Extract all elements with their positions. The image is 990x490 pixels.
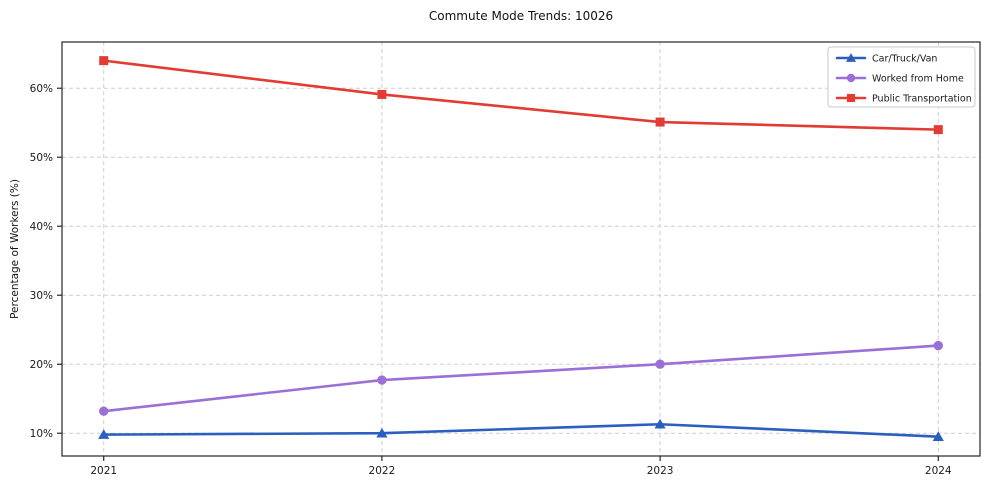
- series-line-car-truck-van: [102, 422, 940, 438]
- series-line-public-transportation: [102, 59, 940, 131]
- legend: Car/Truck/Van Worked from Home Public Tran…: [827, 46, 976, 108]
- y-tick-label: 40%: [30, 221, 53, 233]
- x-tick-label: 2021: [90, 465, 117, 477]
- y-tick-label: 50%: [30, 152, 53, 164]
- y-tick-label: 10%: [30, 428, 53, 440]
- data-point-circle: [655, 359, 665, 369]
- chart-title: Commute Mode Trends: 10026: [428, 9, 614, 23]
- plot-frame: [61, 41, 981, 457]
- legend-label: Worked from Home: [872, 73, 964, 84]
- legend-box: [827, 46, 976, 108]
- data-point-square: [846, 93, 856, 103]
- plot-area: [62, 42, 980, 456]
- x-tick-label: 2023: [647, 465, 674, 477]
- data-point-square: [655, 117, 665, 127]
- data-point-triangle: [932, 431, 944, 441]
- data-point-circle: [846, 73, 856, 83]
- legend-entry-public-transportation: Public Transportation: [835, 93, 972, 104]
- data-point-circle: [99, 406, 109, 416]
- x-tick-label: 2022: [369, 465, 396, 477]
- data-point-triangle: [98, 429, 110, 439]
- legend-entry-car-truck-van: Car/Truck/Van: [835, 53, 937, 64]
- legend-label: Public Transportation: [872, 93, 972, 104]
- y-tick-label: 60%: [30, 83, 53, 95]
- y-tick-label: 30%: [30, 290, 53, 302]
- series-line-worked-from-home: [102, 344, 940, 413]
- data-point-circle: [377, 375, 387, 385]
- y-tick-label: 20%: [30, 359, 53, 371]
- data-point-square: [933, 125, 943, 135]
- data-point-circle: [933, 340, 943, 351]
- data-point-square: [377, 89, 387, 99]
- data-point-triangle: [376, 427, 388, 438]
- data-point-triangle: [654, 418, 666, 429]
- legend-entry-worked-from-home: Worked from Home: [835, 73, 964, 84]
- data-point-square: [99, 56, 109, 66]
- data-point-triangle: [845, 53, 857, 62]
- legend-label: Car/Truck/Van: [872, 53, 937, 64]
- x-tick-label: 2024: [925, 465, 952, 477]
